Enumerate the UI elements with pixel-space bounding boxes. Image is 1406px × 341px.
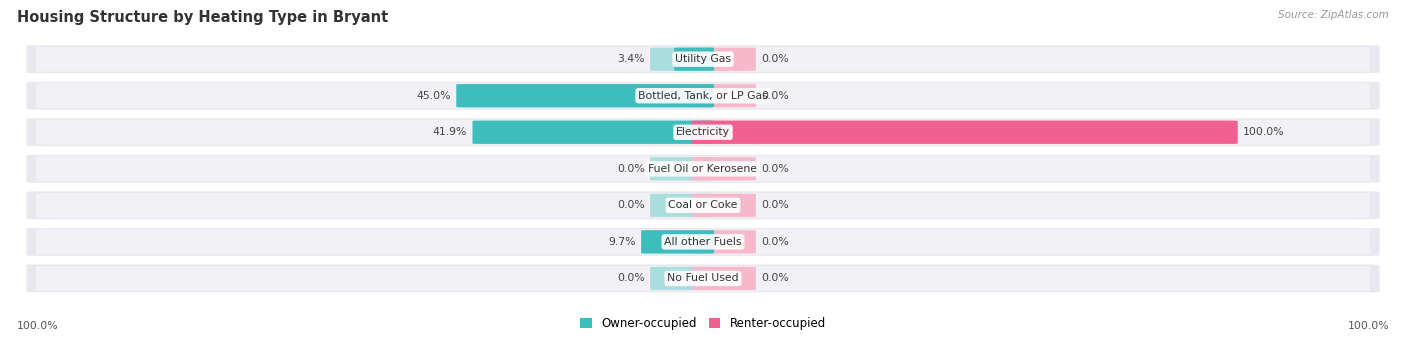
- Text: 0.0%: 0.0%: [762, 164, 789, 174]
- FancyBboxPatch shape: [692, 121, 1237, 144]
- Text: 100.0%: 100.0%: [1347, 321, 1389, 331]
- Text: Source: ZipAtlas.com: Source: ZipAtlas.com: [1278, 10, 1389, 20]
- FancyBboxPatch shape: [37, 47, 1369, 72]
- FancyBboxPatch shape: [27, 191, 1379, 219]
- FancyBboxPatch shape: [692, 84, 756, 107]
- Text: 0.0%: 0.0%: [762, 91, 789, 101]
- FancyBboxPatch shape: [37, 266, 1369, 291]
- FancyBboxPatch shape: [27, 265, 1379, 292]
- Legend: Owner-occupied, Renter-occupied: Owner-occupied, Renter-occupied: [575, 313, 831, 335]
- FancyBboxPatch shape: [472, 121, 714, 144]
- FancyBboxPatch shape: [27, 45, 1379, 73]
- FancyBboxPatch shape: [27, 155, 1379, 183]
- FancyBboxPatch shape: [641, 230, 714, 253]
- FancyBboxPatch shape: [37, 229, 1369, 254]
- FancyBboxPatch shape: [692, 48, 756, 71]
- Text: Electricity: Electricity: [676, 127, 730, 137]
- FancyBboxPatch shape: [650, 48, 714, 71]
- Text: 9.7%: 9.7%: [609, 237, 636, 247]
- FancyBboxPatch shape: [472, 121, 714, 144]
- FancyBboxPatch shape: [692, 267, 756, 290]
- Text: No Fuel Used: No Fuel Used: [668, 273, 738, 283]
- Text: 0.0%: 0.0%: [762, 273, 789, 283]
- Text: 0.0%: 0.0%: [762, 54, 789, 64]
- Text: Bottled, Tank, or LP Gas: Bottled, Tank, or LP Gas: [638, 91, 768, 101]
- FancyBboxPatch shape: [457, 84, 714, 107]
- FancyBboxPatch shape: [27, 118, 1379, 146]
- FancyBboxPatch shape: [650, 194, 714, 217]
- Text: 0.0%: 0.0%: [617, 273, 644, 283]
- FancyBboxPatch shape: [650, 157, 714, 180]
- Text: 0.0%: 0.0%: [617, 200, 644, 210]
- FancyBboxPatch shape: [37, 120, 1369, 145]
- Text: 100.0%: 100.0%: [1243, 127, 1285, 137]
- FancyBboxPatch shape: [692, 157, 756, 180]
- FancyBboxPatch shape: [692, 230, 756, 253]
- FancyBboxPatch shape: [673, 48, 714, 71]
- Text: 41.9%: 41.9%: [433, 127, 467, 137]
- Text: 45.0%: 45.0%: [416, 91, 451, 101]
- FancyBboxPatch shape: [650, 267, 714, 290]
- Text: 100.0%: 100.0%: [17, 321, 59, 331]
- FancyBboxPatch shape: [692, 121, 1237, 144]
- Text: 0.0%: 0.0%: [762, 237, 789, 247]
- Text: 3.4%: 3.4%: [617, 54, 644, 64]
- Text: All other Fuels: All other Fuels: [664, 237, 742, 247]
- Text: 0.0%: 0.0%: [762, 200, 789, 210]
- Text: Coal or Coke: Coal or Coke: [668, 200, 738, 210]
- FancyBboxPatch shape: [27, 228, 1379, 256]
- FancyBboxPatch shape: [37, 193, 1369, 218]
- Text: Fuel Oil or Kerosene: Fuel Oil or Kerosene: [648, 164, 758, 174]
- FancyBboxPatch shape: [37, 157, 1369, 181]
- FancyBboxPatch shape: [457, 84, 714, 107]
- Text: 0.0%: 0.0%: [617, 164, 644, 174]
- FancyBboxPatch shape: [37, 83, 1369, 108]
- FancyBboxPatch shape: [27, 82, 1379, 110]
- FancyBboxPatch shape: [692, 194, 756, 217]
- FancyBboxPatch shape: [641, 230, 714, 253]
- Text: Utility Gas: Utility Gas: [675, 54, 731, 64]
- Text: Housing Structure by Heating Type in Bryant: Housing Structure by Heating Type in Bry…: [17, 10, 388, 25]
